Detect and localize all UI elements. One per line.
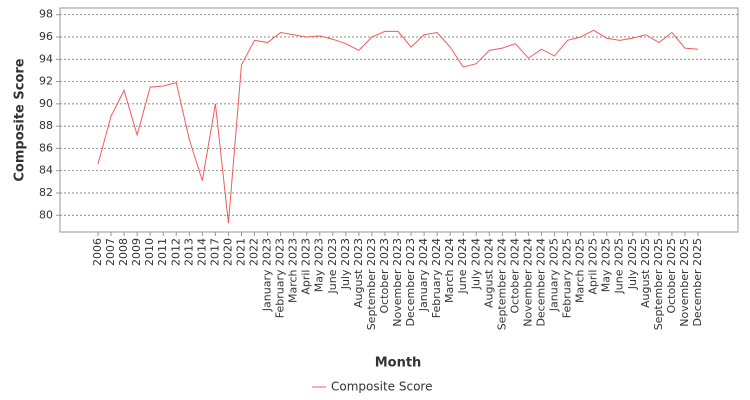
y-tick-label: 82 [39, 186, 53, 199]
y-axis-title: Composite Score [13, 58, 28, 181]
x-tick-label: October 2024 [508, 238, 521, 314]
x-tick-label: January 2025 [548, 238, 561, 312]
y-tick-label: 84 [39, 164, 53, 177]
x-tick-label: July 2023 [339, 238, 352, 290]
legend-label: Composite Score [331, 380, 432, 394]
x-tick-label: December 2023 [404, 238, 417, 327]
x-tick-label: November 2025 [678, 238, 691, 327]
x-tick-label: February 2023 [274, 238, 287, 318]
x-tick-label: December 2024 [534, 238, 547, 327]
plot-area [59, 7, 739, 233]
x-tick-label: June 2025 [613, 238, 626, 294]
y-tick-label: 86 [39, 141, 53, 154]
y-tick-label: 92 [39, 75, 53, 88]
x-tick-label: 2014 [195, 238, 208, 266]
x-tick-label: October 2025 [665, 238, 678, 314]
x-tick-label: May 2023 [313, 238, 326, 292]
y-tick-label: 80 [39, 208, 53, 221]
x-tick-label: November 2023 [391, 238, 404, 327]
x-tick-label: April 2025 [587, 238, 600, 295]
y-tick-label: 90 [39, 97, 53, 110]
x-tick-label: August 2023 [352, 238, 365, 308]
x-tick-label: March 2025 [574, 238, 587, 303]
x-tick-label: November 2024 [521, 238, 534, 327]
x-tick-label: 2011 [156, 238, 169, 266]
x-tick-label: 2006 [91, 238, 104, 266]
x-tick-label: 2010 [143, 238, 156, 266]
x-tick-label: 2020 [221, 238, 234, 266]
x-tick-label: July 2025 [626, 238, 639, 290]
x-tick-label: January 2024 [417, 238, 430, 312]
x-tick-label: January 2023 [261, 238, 274, 312]
x-tick-label: September 2025 [652, 238, 665, 330]
x-tick-label: 2009 [130, 238, 143, 266]
x-tick-label: June 2023 [326, 238, 339, 294]
x-axis-title: Month [375, 356, 422, 371]
y-tick-label: 88 [39, 119, 53, 132]
x-tick-label: 2013 [182, 238, 195, 266]
x-tick-label: December 2025 [691, 238, 704, 327]
x-tick-label: May 2025 [600, 238, 613, 292]
x-tick-label: February 2024 [430, 238, 443, 318]
x-tick-label: October 2023 [378, 238, 391, 314]
x-tick-label: August 2024 [482, 238, 495, 308]
x-tick-label: 2007 [104, 238, 117, 266]
x-tick-label: September 2024 [495, 238, 508, 330]
x-tick-label: 2012 [169, 238, 182, 266]
x-tick-label: September 2023 [365, 238, 378, 330]
x-tick-label: August 2025 [639, 238, 652, 308]
x-tick-label: 2022 [248, 238, 261, 266]
y-tick-label: 98 [39, 8, 53, 21]
x-tick-label: April 2023 [300, 238, 313, 295]
x-tick-label: February 2025 [561, 238, 574, 318]
y-tick-label: 96 [39, 30, 53, 43]
x-tick-label: 2017 [208, 238, 221, 266]
x-tick-label: 2021 [234, 238, 247, 266]
data-line [97, 29, 699, 224]
x-tick-label: March 2024 [443, 238, 456, 303]
x-tick-label: July 2024 [469, 238, 482, 290]
x-tick-label: March 2023 [287, 238, 300, 303]
x-tick-label: June 2024 [456, 238, 469, 294]
x-tick-label: 2008 [117, 238, 130, 266]
y-tick-label: 94 [39, 52, 53, 65]
